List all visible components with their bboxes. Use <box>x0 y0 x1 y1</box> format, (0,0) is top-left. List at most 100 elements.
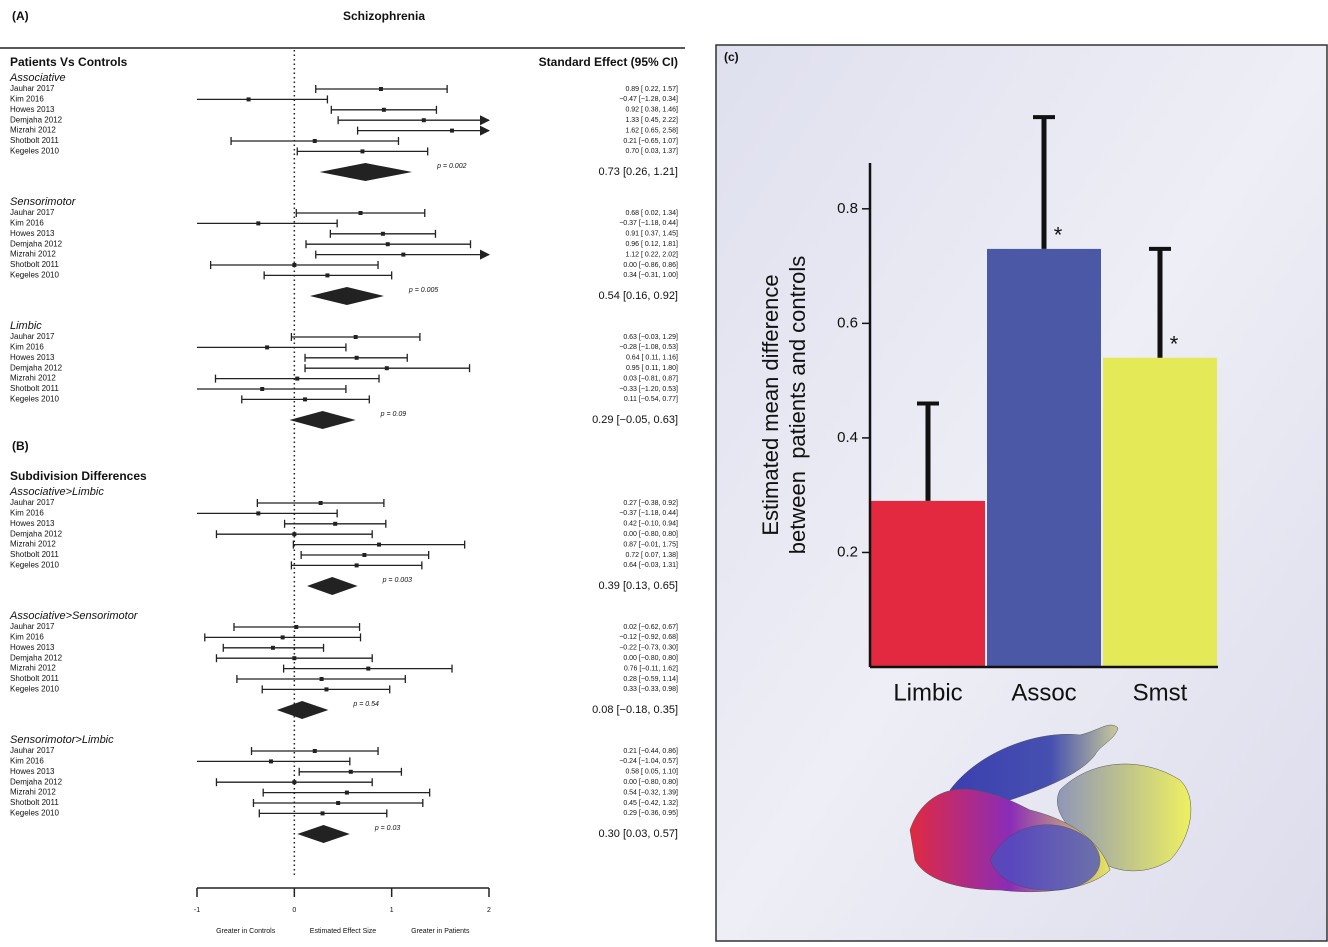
study-label: Mizrahi 2012 <box>10 250 56 259</box>
study-value-label: 0.29 [−0.36, 0.95] <box>623 810 678 817</box>
y-axis-label: between patients and controls <box>785 256 810 554</box>
study-label: Demjaha 2012 <box>10 777 63 786</box>
y-tick-label: 0.2 <box>837 543 858 560</box>
study-value-label: 0.64 [−0.03, 1.31] <box>623 562 678 569</box>
significance-marker: * <box>1170 332 1179 357</box>
bar <box>1103 357 1217 667</box>
p-value: p = 0.54 <box>352 701 379 708</box>
study-label: Shotbolt 2011 <box>10 384 59 393</box>
effect-point <box>294 625 299 629</box>
study-label: Howes 2013 <box>10 229 55 238</box>
effect-point <box>319 677 324 681</box>
brain-illustration <box>909 724 1192 893</box>
summary-label: 0.08 [−0.18, 0.35] <box>592 704 678 716</box>
study-value-label: −0.47 [−1.28, 0.34] <box>619 96 678 103</box>
study-label: Jauhar 2017 <box>10 498 55 507</box>
study-value-label: 0.27 [−0.38, 0.92] <box>623 500 678 507</box>
study-value-label: 0.00 [−0.80, 0.80] <box>623 779 678 786</box>
summary-diamond <box>309 287 384 305</box>
effect-point <box>256 511 261 516</box>
study-label: Kegeles 2010 <box>10 271 59 280</box>
effect-point <box>312 139 317 143</box>
effect-point <box>320 811 325 816</box>
y-axis-label: Estimated mean difference <box>758 274 783 535</box>
p-value: p = 0.003 <box>382 577 412 584</box>
panel-label: (A) <box>12 9 29 23</box>
effect-point <box>292 656 297 661</box>
summary-diamond <box>306 577 358 595</box>
study-label: Mizrahi 2012 <box>10 788 56 797</box>
study-value-label: 0.58 [ 0.05, 1.10] <box>625 769 678 776</box>
study-label: Kim 2016 <box>10 757 44 766</box>
group-title: Sensorimotor>Limbic <box>10 734 114 746</box>
ci-arrow <box>480 115 490 126</box>
group-title: Associative>Limbic <box>9 486 104 498</box>
study-label: Howes 2013 <box>10 767 55 776</box>
study-value-label: 0.70 [ 0.03, 1.37] <box>625 148 678 155</box>
ci-arrow <box>480 125 490 136</box>
study-value-label: 0.34 [−0.31, 1.00] <box>623 272 678 279</box>
summary-label: 0.29 [−0.05, 0.63] <box>592 414 678 426</box>
study-value-label: −0.22 [−0.73, 0.30] <box>619 645 678 652</box>
effect-point <box>325 273 330 278</box>
study-value-label: 0.95 [ 0.11, 1.80] <box>626 365 678 372</box>
p-value: p = 0.03 <box>374 825 401 832</box>
p-value: p = 0.09 <box>380 411 407 418</box>
effect-point <box>354 563 359 568</box>
group-title: Associative <box>9 72 66 84</box>
study-label: Demjaha 2012 <box>10 363 63 372</box>
effect-point <box>324 687 329 692</box>
effect-point <box>380 231 385 236</box>
effect-point <box>354 355 359 360</box>
study-label: Kegeles 2010 <box>10 685 59 694</box>
column-header: Standard Effect (95% CI) <box>539 55 678 69</box>
study-label: Jauhar 2017 <box>10 84 55 93</box>
study-label: Mizrahi 2012 <box>10 374 56 383</box>
study-value-label: 0.00 [−0.86, 0.86] <box>623 262 678 269</box>
effect-point <box>366 666 371 671</box>
section-title: Subdivision Differences <box>10 469 147 483</box>
study-label: Jauhar 2017 <box>10 746 55 755</box>
study-value-label: 0.54 [−0.32, 1.39] <box>623 789 678 796</box>
study-value-label: 0.76 [−0.11, 1.62] <box>624 665 678 672</box>
study-label: Kegeles 2010 <box>10 147 59 156</box>
study-value-label: 0.42 [−0.10, 0.94] <box>623 521 678 528</box>
study-label: Howes 2013 <box>10 519 55 528</box>
ci-arrow <box>480 249 490 260</box>
study-value-label: 0.00 [−0.80, 0.80] <box>623 655 678 662</box>
study-value-label: 0.45 [−0.42, 1.32] <box>623 800 678 807</box>
study-label: Shotbolt 2011 <box>10 798 59 807</box>
effect-point <box>260 387 265 391</box>
x-tick-label: Assoc <box>1011 679 1076 706</box>
study-value-label: 0.96 [ 0.12, 1.81] <box>625 241 678 248</box>
study-value-label: 0.91 [ 0.37, 1.45] <box>625 231 678 238</box>
study-label: Demjaha 2012 <box>10 529 63 538</box>
study-label: Mizrahi 2012 <box>10 126 56 135</box>
study-value-label: 0.68 [ 0.02, 1.34] <box>625 210 678 217</box>
study-label: Kegeles 2010 <box>10 395 59 404</box>
study-label: Kegeles 2010 <box>10 561 59 570</box>
effect-point <box>295 376 300 381</box>
effect-point <box>362 553 367 557</box>
x-tick-label: Smst <box>1133 679 1188 706</box>
effect-point <box>384 366 389 371</box>
study-label: Jauhar 2017 <box>10 622 55 631</box>
effect-point <box>256 221 261 226</box>
panel-label: (c) <box>724 50 739 64</box>
significance-marker: * <box>1054 223 1063 248</box>
study-label: Jauhar 2017 <box>10 332 55 341</box>
group-title: Limbic <box>10 320 42 332</box>
effect-point <box>312 749 317 753</box>
effect-point <box>401 252 406 257</box>
study-label: Kim 2016 <box>10 219 44 228</box>
effect-point <box>292 780 297 785</box>
group-title: Associative>Sensorimotor <box>9 610 139 622</box>
effect-point <box>344 790 349 795</box>
study-label: Shotbolt 2011 <box>10 674 59 683</box>
x-axis-label: Greater in Controls <box>216 928 276 935</box>
effect-point <box>348 769 353 774</box>
effect-point <box>353 335 358 339</box>
summary-diamond <box>276 701 329 719</box>
